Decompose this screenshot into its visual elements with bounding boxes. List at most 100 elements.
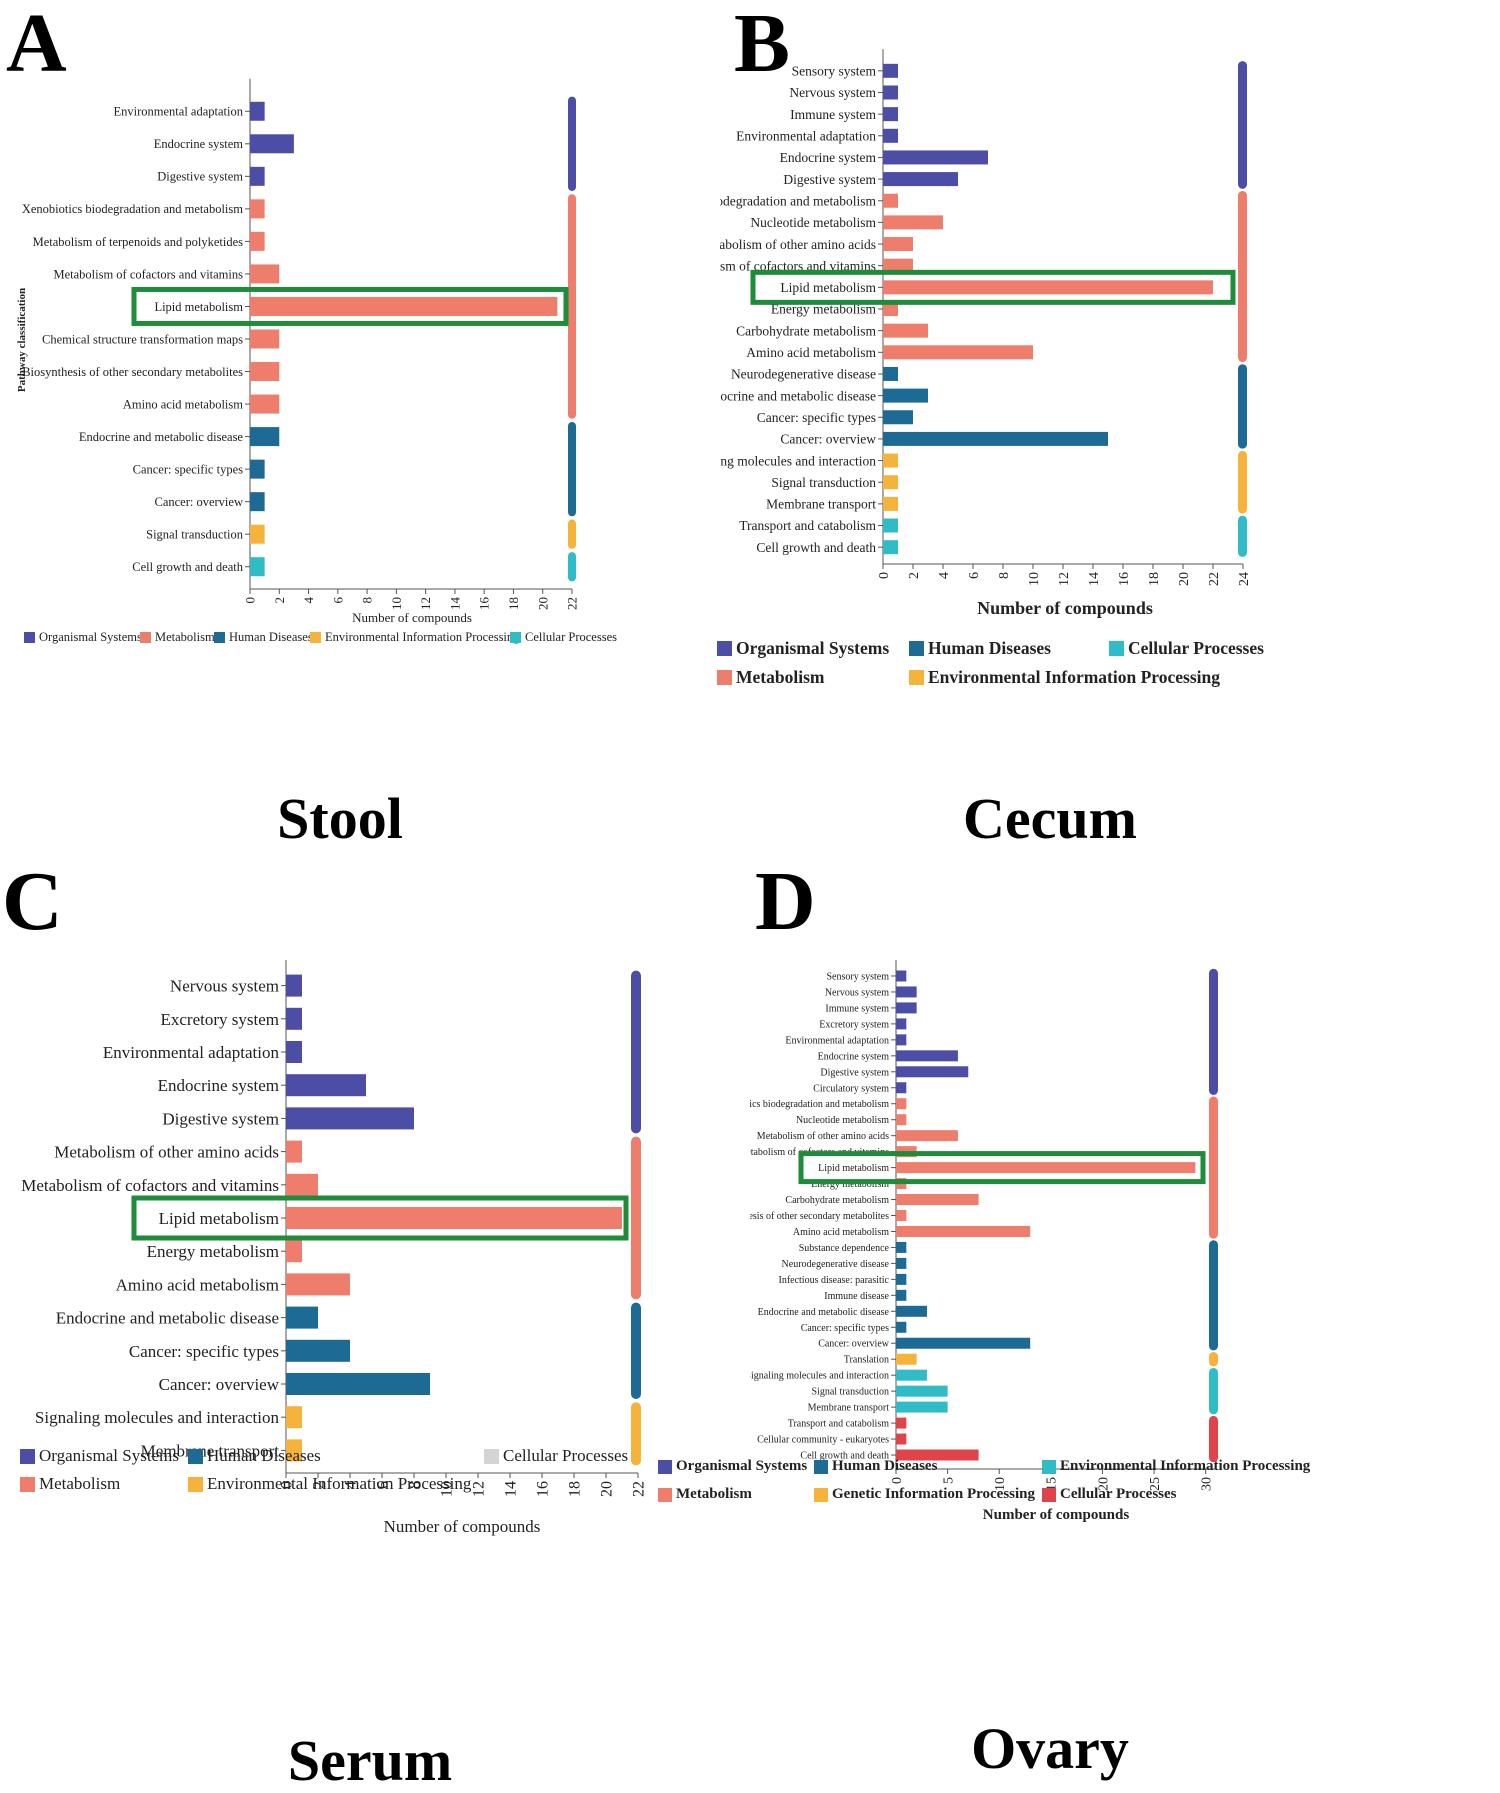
bar-immune-system [896, 1002, 917, 1014]
legend-label: Environmental Information Processing [207, 1474, 472, 1493]
legend-item-human-diseases[interactable]: Human Diseases [214, 630, 313, 645]
category-label: Metabolism of other amino acids [54, 1143, 279, 1162]
x-tick-label: 8 [360, 597, 375, 604]
bar-metabolism-of-terpenoids-and-polyketides [250, 231, 265, 251]
x-tick-label: 14 [503, 1481, 520, 1497]
legend-item-environmental-information-processing[interactable]: Environmental Information Processing [310, 630, 519, 645]
panel-letter-b: B [734, 0, 791, 90]
bar-translation [896, 1353, 917, 1365]
x-tick-label: 16 [535, 1481, 552, 1497]
bar-neurodegenerative-disease [883, 366, 898, 381]
category-label: Endocrine and metabolic disease [79, 430, 244, 444]
legend-item-metabolism[interactable]: Metabolism [140, 630, 215, 645]
legend-item-cellular-processes[interactable]: Cellular Processes [1109, 638, 1269, 659]
category-label: Xenobiotics biodegradation and metabolis… [720, 193, 876, 208]
bar-endocrine-system [896, 1050, 958, 1062]
group-bar-genetic-information-processing [1209, 1352, 1218, 1367]
legend-label: Organismal Systems [39, 1446, 179, 1465]
category-label: Endocrine and metabolic disease [56, 1309, 279, 1328]
x-axis-title: Number of compounds [983, 1507, 1130, 1523]
bar-amino-acid-metabolism [286, 1273, 350, 1296]
bar-cell-growth-and-death [250, 557, 265, 577]
legend-label: Organismal Systems [39, 630, 142, 644]
bar-membrane-transport [896, 1401, 948, 1413]
category-label: Lipid metabolism [159, 1209, 279, 1228]
bar-neurodegenerative-disease [896, 1257, 907, 1269]
bar-membrane-transport [286, 1439, 302, 1462]
category-label: Carbohydrate metabolism [736, 323, 876, 338]
bar-endocrine-system [250, 134, 294, 154]
bar-signal-transduction [250, 524, 265, 544]
category-label: Nervous system [789, 85, 876, 100]
legend-label: Environmental Information Processing [325, 630, 520, 644]
legend-item-organismal-systems[interactable]: Organismal Systems [717, 638, 909, 659]
group-bar-organismal-systems [1238, 61, 1247, 189]
legend-item-metabolism[interactable]: Metabolism [717, 667, 909, 688]
x-tick-label: 24 [1237, 572, 1252, 586]
legend-item-metabolism[interactable]: Metabolism [658, 1486, 814, 1503]
category-label: Amino acid metabolism [123, 397, 243, 411]
bar-endocrine-system [286, 1074, 366, 1097]
x-tick-label: 10 [389, 597, 404, 610]
category-label: Digestive system [162, 1109, 279, 1128]
category-label: Energy metabolism [771, 302, 877, 317]
bar-immune-disease [896, 1289, 907, 1301]
legend-a: Organismal Systems Metabolism Human Diseas… [24, 630, 620, 645]
panel-letter-c: C [2, 855, 63, 948]
bar-cancer-overview [286, 1373, 430, 1395]
bar-cell-growth-and-death [883, 540, 898, 555]
x-tick-label: 8 [407, 1481, 424, 1489]
group-bar-metabolism [1238, 190, 1247, 363]
legend-item-human-diseases[interactable]: Human Diseases [909, 638, 1109, 659]
legend-label: Human Diseases [229, 630, 313, 644]
group-bar-human-diseases [631, 1302, 641, 1399]
bar-biosynthesis-of-other-secondary-metabolites [250, 362, 280, 382]
bar-nervous-system [883, 85, 898, 100]
legend-item-environmental-information-processing[interactable]: Environmental Information Processing [909, 667, 1220, 688]
bar-lipid-metabolism [883, 280, 1213, 295]
category-label: Cell growth and death [132, 560, 243, 574]
legend-item-human-diseases[interactable]: Human Diseases [814, 1458, 1042, 1475]
legend-item-organismal-systems[interactable]: Organismal Systems [20, 1446, 188, 1466]
x-tick-label: 0 [877, 572, 892, 579]
x-tick-label: 2 [272, 597, 287, 604]
bar-nucleotide-metabolism [896, 1114, 907, 1126]
legend-item-metabolism[interactable]: Metabolism [20, 1474, 188, 1494]
category-label: Neurodegenerative disease [731, 367, 876, 382]
bar-sensory-system [896, 970, 907, 982]
legend-item-organismal-systems[interactable]: Organismal Systems [658, 1458, 814, 1475]
category-label: Xenobiotics biodegradation and metabolis… [750, 1099, 889, 1110]
category-label: Transport and catabolism [788, 1419, 890, 1430]
x-axis-title: Number of compounds [384, 1517, 541, 1536]
legend-item-organismal-systems[interactable]: Organismal Systems [24, 630, 142, 645]
legend-item-cellular-processes[interactable]: Cellular Processes [510, 630, 620, 645]
legend-item-human-diseases[interactable]: Human Diseases [188, 1446, 484, 1466]
legend-label: Cellular Processes [1060, 1486, 1177, 1502]
category-label: Nervous system [825, 987, 889, 998]
legend-label: Genetic Information Processing [832, 1486, 1036, 1502]
bar-transport-and-catabolism [896, 1417, 907, 1429]
category-label: Lipid metabolism [154, 300, 243, 314]
x-axis-title: Number of compounds [352, 610, 472, 625]
category-label: Translation [844, 1355, 889, 1366]
legend-item-environmental-information-processing[interactable]: Environmental Information Processing [188, 1474, 484, 1494]
legend-label: Environmental Information Processing [928, 666, 1220, 687]
legend-item-genetic-information-processing[interactable]: Genetic Information Processing [814, 1486, 1042, 1503]
panel-letter-a: A [6, 0, 67, 90]
category-label: Nucleotide metabolism [796, 1115, 889, 1126]
legend-label: Organismal Systems [736, 638, 890, 658]
bar-signaling-molecules-and-interaction [883, 453, 898, 468]
bar-amino-acid-metabolism [883, 345, 1033, 360]
legend-swatch [310, 632, 321, 643]
legend-item-cellular-processes[interactable]: Cellular Processes [1042, 1486, 1314, 1503]
x-tick-label: 18 [506, 597, 521, 610]
category-label: Chemical structure transformation maps [42, 332, 243, 346]
category-label: Metabolism of terpenoids and polyketides [33, 235, 244, 249]
category-label: Amino acid metabolism [116, 1275, 279, 1294]
legend-item-cellular-processes[interactable]: Cellular Processes [484, 1446, 644, 1466]
x-tick-label: 14 [447, 597, 462, 611]
bar-excretory-system [896, 1018, 907, 1030]
legend-item-environmental-information-processing[interactable]: Environmental Information Processing [1042, 1458, 1314, 1475]
category-label: Signal transduction [812, 1387, 890, 1398]
group-bar-human-diseases [568, 421, 576, 517]
